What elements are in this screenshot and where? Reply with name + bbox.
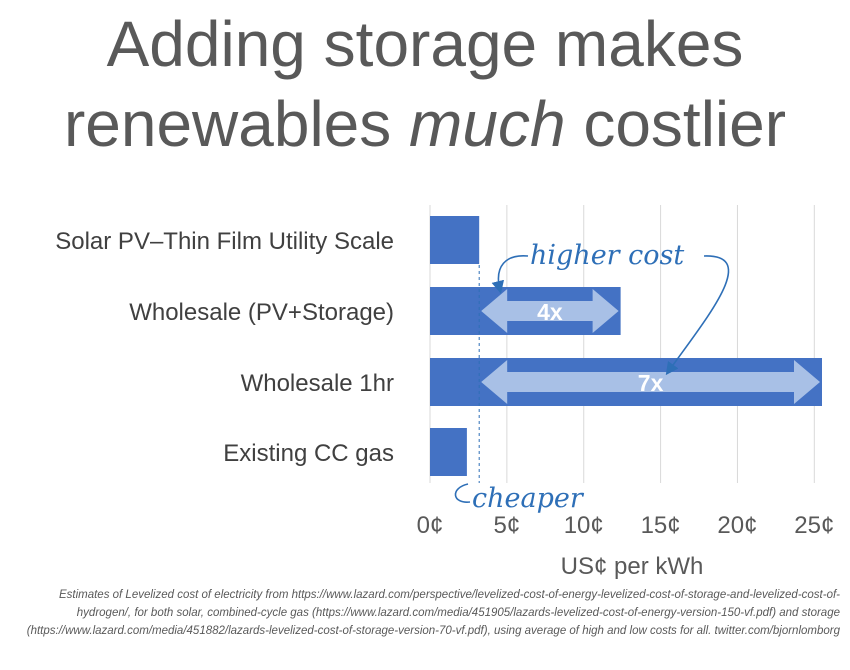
annotations: higher cost cheaper <box>454 240 730 514</box>
category-label-2: Wholesale 1hr <box>241 370 394 397</box>
x-tick-label-25: 25¢ <box>794 512 834 539</box>
category-label-1: Wholesale (PV+Storage) <box>129 299 394 326</box>
higher-cost-left-curl <box>491 255 529 294</box>
x-tick-labels: 0¢ 5¢ 10¢ 15¢ 20¢ 25¢ <box>417 512 835 539</box>
category-labels: Solar PV–Thin Film Utility Scale Wholesal… <box>55 228 394 467</box>
multiplier-arrow-7x <box>481 360 820 404</box>
bar-0 <box>430 216 480 264</box>
multiplier-label-7x: 7x <box>638 370 664 396</box>
title-line-1: Adding storage makes <box>106 8 744 80</box>
cost-bar-chart: Solar PV–Thin Film Utility Scale Wholesal… <box>55 205 835 580</box>
higher-cost-right-curl <box>665 255 730 376</box>
x-tick-label-20: 20¢ <box>717 512 757 539</box>
bar-3 <box>430 428 467 476</box>
title-emphasis: much <box>409 88 566 160</box>
category-label-3: Existing CC gas <box>223 440 394 467</box>
higher-cost-annotation: higher cost <box>530 240 684 271</box>
title-line-2-post: costlier <box>565 88 787 160</box>
x-axis-title: US¢ per kWh <box>561 553 704 580</box>
footnote: Estimates of Levelized cost of electrici… <box>26 589 840 637</box>
x-tick-label-5: 5¢ <box>494 512 521 539</box>
multiplier-arrow-4x <box>481 289 619 333</box>
multiplier-label-4x: 4x <box>537 299 563 325</box>
x-tick-label-15: 15¢ <box>641 512 681 539</box>
multiplier-arrows: 4x 7x <box>481 289 820 404</box>
cheaper-curl <box>454 483 471 503</box>
cheaper-annotation: cheaper <box>472 483 585 514</box>
category-label-0: Solar PV–Thin Film Utility Scale <box>55 228 394 255</box>
title-line-2: renewables much costlier <box>0 84 850 164</box>
x-tick-label-0: 0¢ <box>417 512 444 539</box>
x-tick-label-10: 10¢ <box>564 512 604 539</box>
page-title: Adding storage makes renewables much cos… <box>0 4 850 164</box>
title-line-2-pre: renewables <box>63 88 410 160</box>
